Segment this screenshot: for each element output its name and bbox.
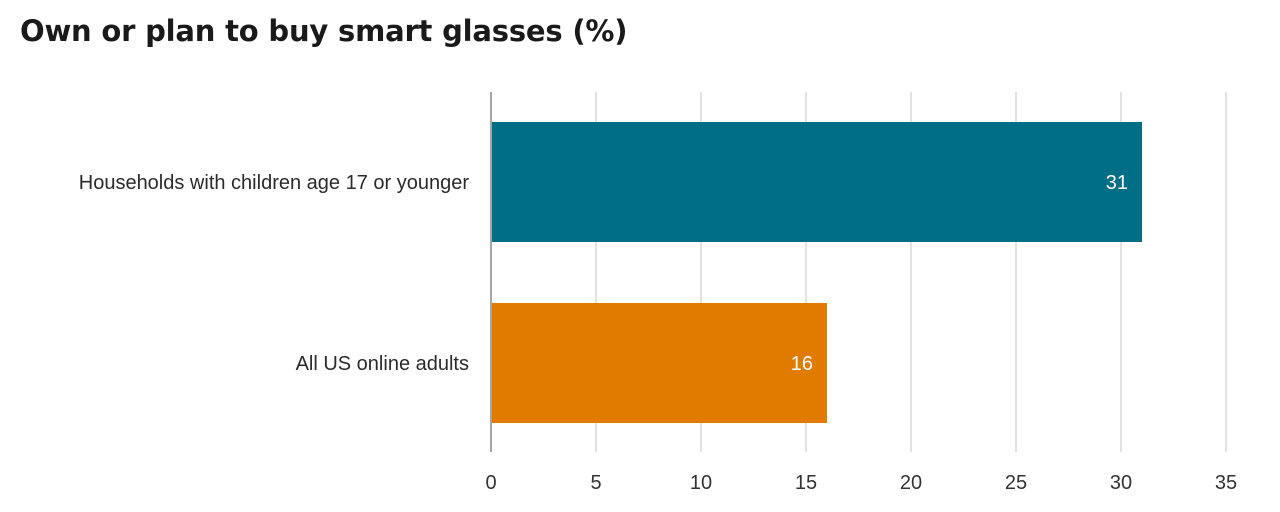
data-label: 16 [791, 353, 813, 375]
bar [491, 122, 1142, 242]
labels: 0 5 10 15 20 25 30 35 Households with children a… [79, 172, 1237, 494]
x-tick-label: 20 [900, 472, 922, 494]
x-tick-label: 5 [590, 472, 601, 494]
category-label: Households with children age 17 or young… [79, 172, 470, 194]
chart-title: Own or plan to buy smart glasses (%) [20, 14, 628, 48]
x-tick-label: 25 [1005, 472, 1027, 494]
x-tick-label: 35 [1215, 472, 1237, 494]
bars [491, 122, 1142, 423]
x-tick-label: 15 [795, 472, 817, 494]
category-label: All US online adults [296, 353, 469, 375]
x-tick-label: 0 [485, 472, 496, 494]
x-tick-label: 30 [1110, 472, 1132, 494]
x-tick-label: 10 [690, 472, 712, 494]
data-label: 31 [1106, 172, 1128, 194]
bar [491, 303, 827, 423]
